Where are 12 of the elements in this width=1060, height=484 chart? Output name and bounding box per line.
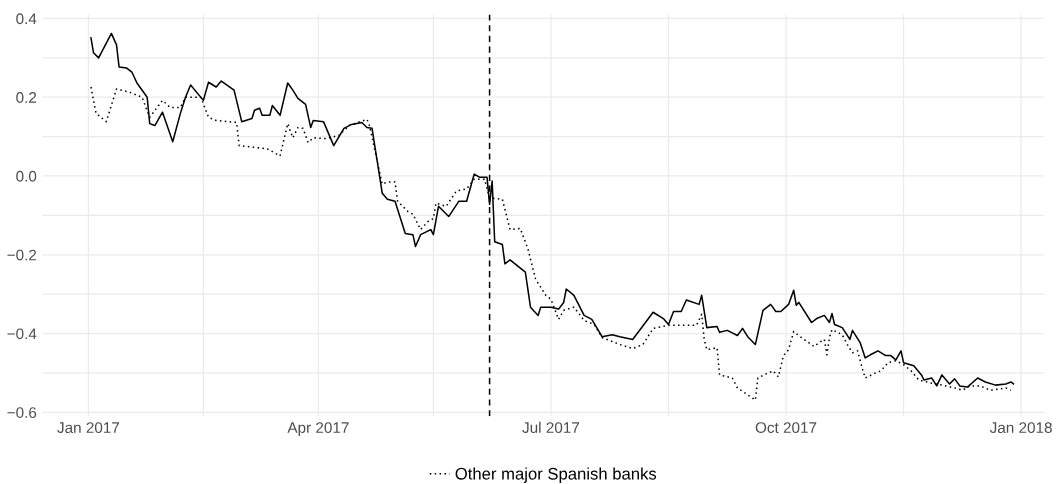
y-tick-label: −0.6 <box>7 407 37 418</box>
y-tick-label: 0.4 <box>16 13 37 25</box>
x-tick-label: Jan 2018 <box>989 422 1052 434</box>
x-tick-label: Oct 2017 <box>755 422 817 434</box>
y-tick-label: −0.2 <box>7 249 37 261</box>
x-tick-label: Jul 2017 <box>522 421 580 434</box>
legend-label: Other major Spanish banks <box>455 467 657 483</box>
y-tick-label: 0.2 <box>16 92 37 103</box>
y-tick-label: −0.4 <box>7 328 37 340</box>
x-tick-label: Jan 2017 <box>57 422 120 434</box>
x-tick-label: Apr 2017 <box>287 422 349 437</box>
y-tick-label: 0.0 <box>16 170 37 182</box>
